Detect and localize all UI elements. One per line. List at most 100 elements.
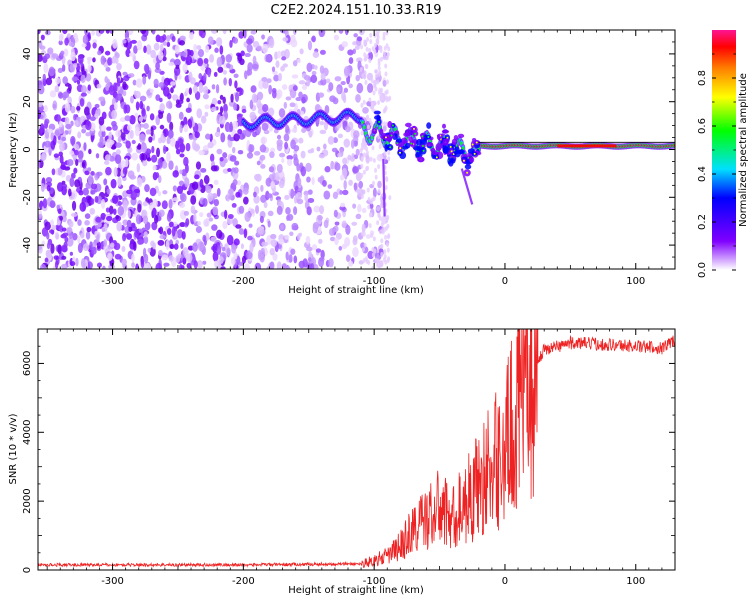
noise-speckle — [306, 62, 313, 73]
noise-speckle — [241, 255, 246, 264]
y-tick-label: 0 — [22, 567, 33, 573]
noise-speckle — [300, 150, 306, 159]
noise-speckle — [353, 235, 358, 242]
x-tick-label: 0 — [502, 576, 508, 587]
noise-speckle — [112, 124, 118, 131]
noise-speckle — [192, 85, 198, 94]
noise-speckle — [81, 161, 86, 168]
noise-speckle — [129, 115, 136, 125]
noise-speckle — [211, 106, 217, 112]
noise-speckle — [276, 139, 283, 147]
noise-speckle — [233, 73, 239, 78]
noise-speckle — [365, 46, 369, 52]
noise-speckle — [386, 258, 390, 264]
noise-speckle — [290, 248, 296, 255]
noise-speckle — [378, 215, 382, 221]
noise-speckle — [261, 241, 269, 247]
noise-speckle — [70, 212, 78, 217]
noise-speckle — [42, 198, 48, 209]
noise-speckle — [173, 243, 179, 250]
noise-speckle — [207, 68, 211, 78]
noise-speckle — [87, 58, 91, 65]
noise-speckle — [225, 54, 233, 63]
ridge-blob — [373, 110, 381, 115]
noise-speckle — [329, 236, 336, 242]
noise-speckle — [343, 138, 350, 148]
noise-speckle — [166, 41, 171, 48]
noise-speckle — [161, 200, 168, 210]
noise-speckle — [220, 132, 226, 143]
noise-speckle — [108, 139, 115, 145]
noise-speckle — [97, 50, 102, 56]
noise-speckle — [301, 127, 307, 134]
noise-speckle — [210, 30, 218, 34]
noise-speckle — [199, 178, 204, 189]
noise-speckle — [70, 51, 76, 62]
noise-speckle — [382, 125, 387, 132]
noise-speckle — [68, 220, 74, 228]
top-y-axis-label: Frequency (Hz) — [8, 112, 19, 188]
noise-speckle — [79, 98, 85, 107]
noise-speckle — [101, 130, 106, 138]
noise-speckle — [57, 167, 63, 176]
ridge-blob-core — [427, 135, 430, 138]
noise-speckle — [284, 48, 290, 59]
noise-speckle — [238, 132, 245, 140]
noise-speckle — [333, 225, 339, 232]
noise-speckle — [226, 234, 234, 246]
ridge-blob-core — [410, 142, 413, 145]
noise-speckle — [181, 230, 186, 240]
noise-speckle — [214, 47, 219, 53]
noise-speckle — [70, 135, 76, 146]
noise-speckle — [135, 101, 140, 111]
noise-speckle — [297, 58, 301, 64]
noise-speckle — [116, 63, 122, 71]
noise-speckle — [53, 255, 59, 260]
noise-speckle — [211, 84, 216, 90]
noise-speckle — [237, 128, 243, 135]
noise-speckle — [124, 115, 131, 122]
noise-speckle — [369, 32, 373, 38]
noise-speckle — [366, 37, 370, 43]
noise-speckle — [327, 184, 333, 189]
noise-speckle — [58, 120, 63, 128]
noise-speckle — [56, 221, 61, 226]
noise-speckle — [113, 242, 121, 251]
noise-speckle — [114, 253, 122, 260]
noise-speckle — [281, 56, 287, 61]
noise-speckle — [192, 242, 198, 252]
noise-speckle — [81, 43, 87, 48]
ridge-blob — [426, 142, 431, 147]
noise-speckle — [168, 199, 173, 209]
noise-speckle — [112, 82, 118, 93]
noise-speckle — [149, 187, 157, 197]
noise-speckle — [188, 71, 193, 82]
noise-speckle — [204, 104, 210, 110]
noise-speckle — [163, 262, 170, 267]
noise-speckle — [209, 153, 215, 162]
noise-speckle — [84, 30, 89, 36]
noise-speckle — [151, 221, 158, 231]
noise-speckle — [77, 219, 82, 226]
noise-speckle — [307, 149, 313, 154]
noise-speckle — [232, 120, 239, 129]
noise-speckle — [101, 111, 107, 120]
noise-speckle — [50, 243, 55, 254]
ridge-blob — [469, 156, 475, 163]
noise-speckle — [190, 195, 197, 205]
noise-speckle — [194, 91, 201, 100]
noise-speckle — [327, 136, 335, 145]
noise-speckle — [379, 89, 383, 95]
noise-speckle — [344, 237, 351, 247]
x-tick-label: -100 — [363, 576, 386, 587]
noise-speckle — [259, 144, 267, 153]
noise-speckle — [261, 34, 265, 40]
noise-speckle — [387, 150, 391, 156]
noise-speckle — [170, 87, 174, 94]
noise-speckle — [175, 64, 180, 70]
noise-speckle — [242, 187, 249, 195]
noise-speckle — [168, 160, 174, 171]
noise-speckle — [169, 121, 174, 131]
noise-speckle — [80, 232, 85, 239]
